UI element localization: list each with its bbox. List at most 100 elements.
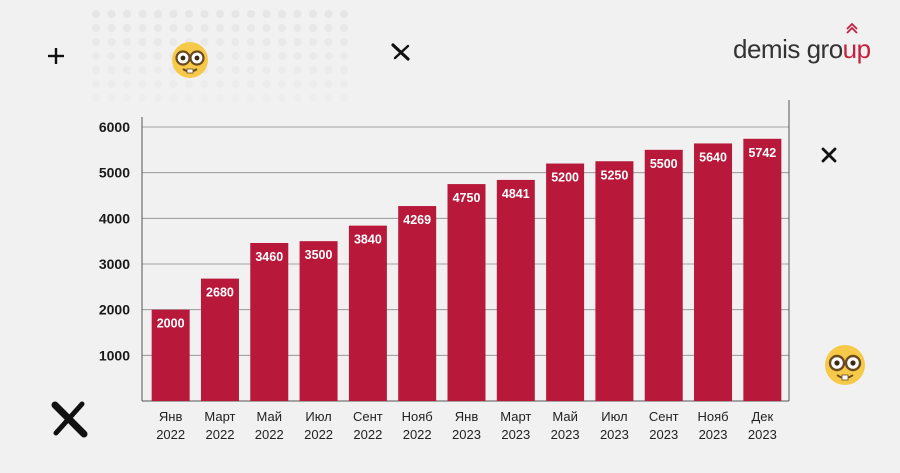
x-tick-label-year: 2023 — [748, 427, 777, 442]
decoration-dot — [154, 94, 162, 102]
y-tick-label: 1000 — [99, 347, 130, 363]
bar-value-label: 5500 — [650, 157, 678, 171]
decoration-dot — [123, 66, 131, 74]
bar-value-label: 5250 — [601, 168, 629, 182]
decoration-dot — [92, 10, 100, 18]
decoration-dot — [138, 52, 147, 60]
decoration-dot — [169, 94, 178, 102]
decoration-dot — [293, 10, 302, 18]
decoration-dot — [324, 80, 333, 88]
decoration-dot — [340, 94, 348, 102]
decoration-dot — [309, 94, 317, 102]
decoration-dot — [169, 38, 178, 46]
bar — [348, 225, 387, 401]
decoration-dot — [262, 10, 271, 18]
decoration-dot — [247, 38, 255, 46]
nerd-face-emoji-icon — [825, 345, 865, 385]
decoration-dot — [309, 80, 317, 88]
decoration-dot — [231, 80, 240, 88]
x-tick-label-month: Май — [257, 409, 282, 424]
decoration-dot — [247, 10, 255, 18]
decoration-dot — [154, 38, 162, 46]
decoration-dot — [247, 52, 255, 60]
decoration-dot — [216, 80, 224, 88]
decoration-dot — [278, 80, 286, 88]
bar-value-label: 3500 — [305, 248, 333, 262]
decoration-dot — [231, 94, 240, 102]
nerd-face-emoji-icon — [172, 42, 208, 78]
decoration-dot — [92, 66, 100, 74]
x-tick-label-month: Март — [500, 409, 531, 424]
cross-icon — [821, 147, 837, 163]
decoration-dot — [216, 94, 224, 102]
bar-value-label: 4841 — [502, 187, 530, 201]
decoration-dot — [262, 52, 271, 60]
decoration-dot — [340, 52, 348, 60]
decoration-dot — [278, 38, 286, 46]
decoration-dot — [123, 52, 131, 60]
decoration-dot — [107, 66, 116, 74]
decoration-dot — [185, 10, 193, 18]
decoration-dot — [200, 38, 209, 46]
decoration-dot — [262, 24, 271, 32]
bar — [546, 163, 585, 401]
x-tick-label-year: 2022 — [403, 427, 432, 442]
bar-value-label: 4269 — [403, 213, 431, 227]
decoration-dot — [138, 94, 147, 102]
cross-icon — [51, 401, 88, 438]
bar-value-label: 2000 — [157, 317, 185, 331]
x-tick-label-month: Дек — [751, 409, 773, 424]
decoration-dot — [278, 94, 286, 102]
decoration-dot — [123, 10, 131, 18]
decoration-dot — [138, 24, 147, 32]
decoration-dot — [293, 66, 302, 74]
bar-value-label: 2680 — [206, 286, 234, 300]
decoration-dot — [123, 38, 131, 46]
bar — [250, 242, 289, 401]
decoration-dot — [309, 52, 317, 60]
decoration-dot — [293, 94, 302, 102]
logo-text: demis gro — [733, 34, 843, 64]
decoration-dot — [123, 24, 131, 32]
bar-value-label: 3460 — [255, 250, 283, 264]
decoration-dot — [107, 80, 116, 88]
decoration-dot — [216, 52, 224, 60]
x-tick-label-year: 2022 — [206, 427, 235, 442]
x-tick-label-year: 2022 — [304, 427, 333, 442]
bar — [299, 241, 338, 401]
decoration-dot — [262, 80, 271, 88]
decoration-dot — [324, 38, 333, 46]
x-tick-label-year: 2023 — [452, 427, 481, 442]
x-tick-label-year: 2022 — [255, 427, 284, 442]
bar — [595, 161, 634, 401]
plus-icon — [48, 48, 64, 64]
x-tick-label-month: Июл — [601, 409, 627, 424]
bar — [694, 143, 733, 401]
x-tick-label-month: Март — [204, 409, 235, 424]
decoration-dot — [340, 38, 348, 46]
bar — [496, 179, 535, 401]
bars: 2000 2680 3460 3500 3840 4269 4750 4841 5200 5250… — [151, 138, 782, 402]
decoration-dot — [138, 10, 147, 18]
x-tick-label-year: 2023 — [649, 427, 678, 442]
decoration-dot — [309, 24, 317, 32]
decoration-dot — [231, 10, 240, 18]
y-tick-label: 2000 — [99, 302, 130, 318]
decoration-dot — [92, 24, 100, 32]
dot-pattern-decoration — [92, 10, 348, 102]
decoration-dot — [231, 24, 240, 32]
logo-accent-text: up — [843, 22, 871, 64]
decoration-dot — [216, 66, 224, 74]
decoration-dot — [123, 80, 131, 88]
x-tick-label-month: Янв — [455, 409, 479, 424]
x-tick-label-year: 2023 — [600, 427, 629, 442]
decoration-dot — [309, 38, 317, 46]
decoration-dot — [262, 66, 271, 74]
x-tick-label-year: 2023 — [501, 427, 530, 442]
x-axis: Янв 2022 Март 2022 Май 2022 Июл 2022 Сент 2022 Ноя… — [156, 409, 777, 442]
decoration-dot — [123, 94, 131, 102]
decoration-dot — [262, 38, 271, 46]
decoration-dot — [231, 66, 240, 74]
decoration-dot — [169, 10, 178, 18]
decoration-dot — [231, 38, 240, 46]
